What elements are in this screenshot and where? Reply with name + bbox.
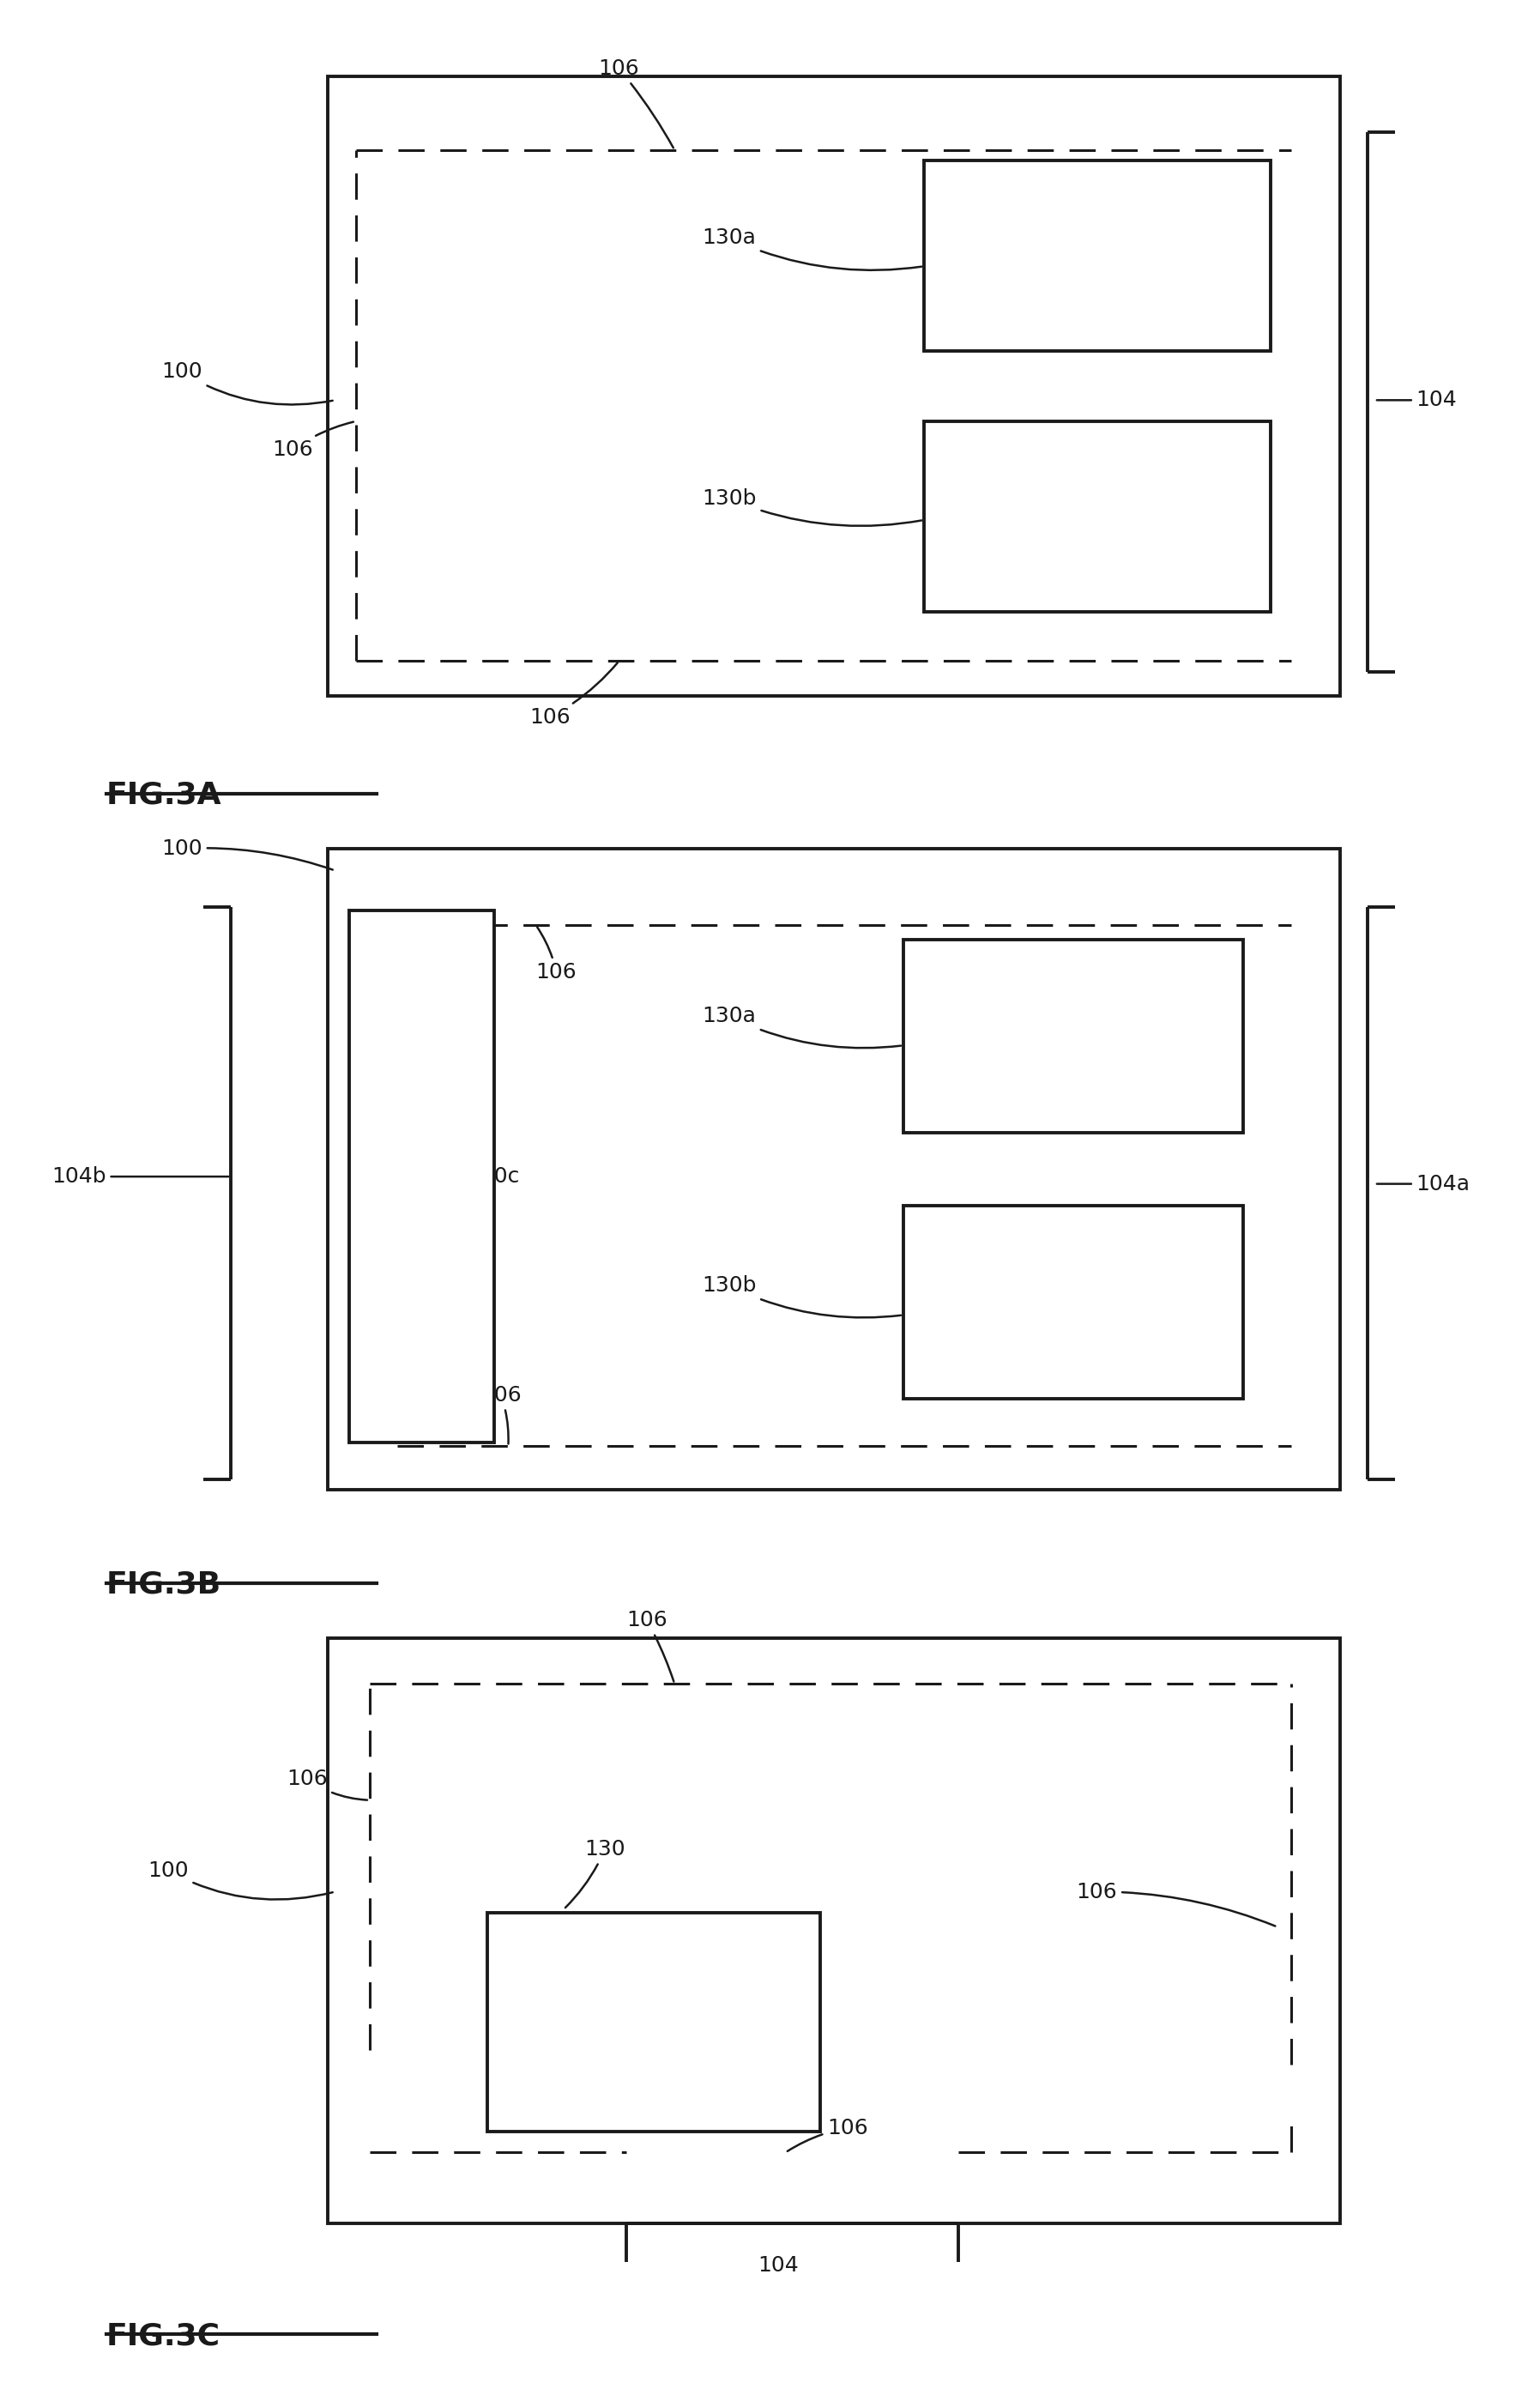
Text: 130: 130 (565, 1840, 625, 1909)
Text: 106: 106 (480, 1386, 522, 1443)
Bar (924, 160, 1270, 351)
Text: 106: 106 (787, 2117, 869, 2150)
Text: 104: 104 (758, 2255, 799, 2277)
Text: 104a: 104a (1377, 1173, 1471, 1194)
Text: 106: 106 (1076, 1883, 1275, 1926)
Text: 106: 106 (599, 60, 673, 148)
Text: FIG.3B: FIG.3B (106, 1570, 222, 1598)
Text: 130a: 130a (702, 1006, 901, 1049)
Text: 100: 100 (148, 1861, 333, 1899)
Bar (328, 76, 1340, 695)
Bar (902, 1206, 1243, 1400)
Text: 130b: 130b (702, 1276, 901, 1319)
Text: 106: 106 (286, 1768, 367, 1799)
Text: 130c: 130c (420, 1166, 519, 1187)
Text: 104: 104 (1377, 389, 1457, 411)
Text: 106: 106 (536, 927, 578, 982)
Bar (487, 1914, 819, 2131)
Text: 106: 106 (530, 662, 618, 729)
Text: 106: 106 (627, 1610, 675, 1682)
Text: 130a: 130a (702, 227, 921, 270)
Text: FIG.3C: FIG.3C (106, 2322, 220, 2351)
Bar (328, 848, 1340, 1491)
Text: 100: 100 (162, 361, 333, 404)
Text: 130b: 130b (702, 487, 921, 526)
Text: FIG.3A: FIG.3A (106, 781, 222, 810)
Text: 100: 100 (162, 839, 333, 870)
Bar (348, 910, 494, 1443)
Text: 104b: 104b (52, 1166, 228, 1187)
Text: 106: 106 (273, 423, 353, 459)
Bar (328, 1639, 1340, 2222)
Bar (902, 939, 1243, 1132)
Bar (924, 420, 1270, 612)
